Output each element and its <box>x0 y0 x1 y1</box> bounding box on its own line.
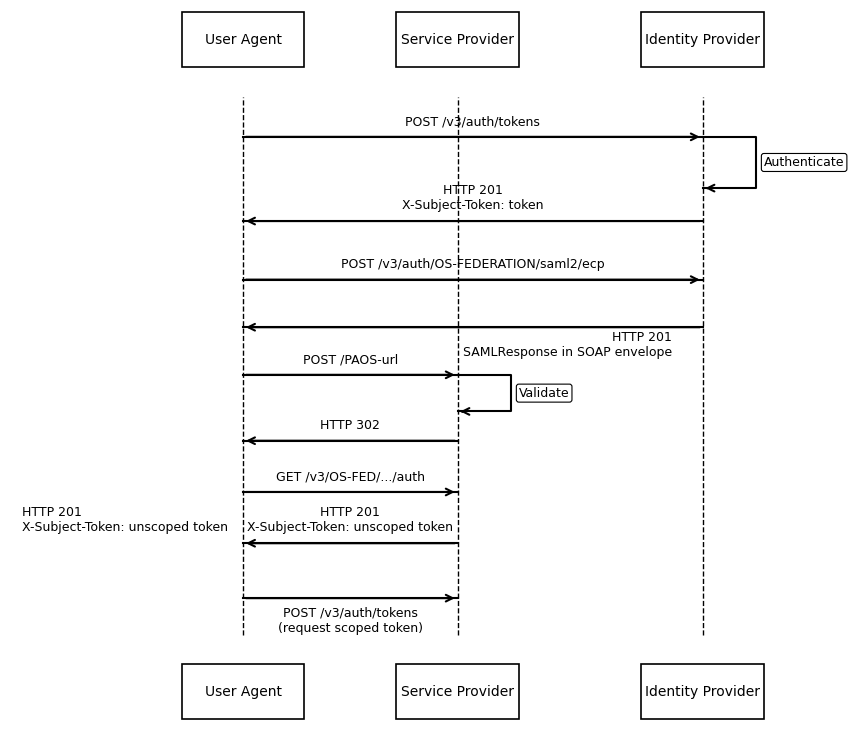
FancyBboxPatch shape <box>182 12 305 68</box>
Text: HTTP 201
X-Subject-Token: token: HTTP 201 X-Subject-Token: token <box>402 184 544 212</box>
Text: HTTP 201
X-Subject-Token: unscoped token: HTTP 201 X-Subject-Token: unscoped token <box>247 506 454 534</box>
Text: POST /v3/auth/OS-FEDERATION/saml2/ecp: POST /v3/auth/OS-FEDERATION/saml2/ecp <box>341 258 604 270</box>
Text: Service Provider: Service Provider <box>401 684 514 698</box>
Text: Authenticate: Authenticate <box>764 156 844 169</box>
Text: POST /v3/auth/tokens: POST /v3/auth/tokens <box>406 115 540 128</box>
Text: HTTP 201
X-Subject-Token: unscoped token: HTTP 201 X-Subject-Token: unscoped token <box>22 506 228 534</box>
Text: Service Provider: Service Provider <box>401 33 514 47</box>
Text: Identity Provider: Identity Provider <box>645 33 760 47</box>
FancyBboxPatch shape <box>396 664 519 719</box>
FancyBboxPatch shape <box>396 12 519 68</box>
FancyBboxPatch shape <box>641 664 764 719</box>
Text: User Agent: User Agent <box>205 684 282 698</box>
Text: POST /v3/auth/tokens
(request scoped token): POST /v3/auth/tokens (request scoped tok… <box>278 607 423 635</box>
Text: HTTP 302: HTTP 302 <box>320 419 380 432</box>
Text: User Agent: User Agent <box>205 33 282 47</box>
Text: HTTP 201
SAMLResponse in SOAP envelope: HTTP 201 SAMLResponse in SOAP envelope <box>463 331 672 359</box>
FancyBboxPatch shape <box>641 12 764 68</box>
Text: POST /PAOS-url: POST /PAOS-url <box>303 353 398 366</box>
Text: GET /v3/OS-FED/.../auth: GET /v3/OS-FED/.../auth <box>276 470 425 483</box>
Text: Identity Provider: Identity Provider <box>645 684 760 698</box>
Text: Validate: Validate <box>519 387 569 400</box>
FancyBboxPatch shape <box>182 664 305 719</box>
